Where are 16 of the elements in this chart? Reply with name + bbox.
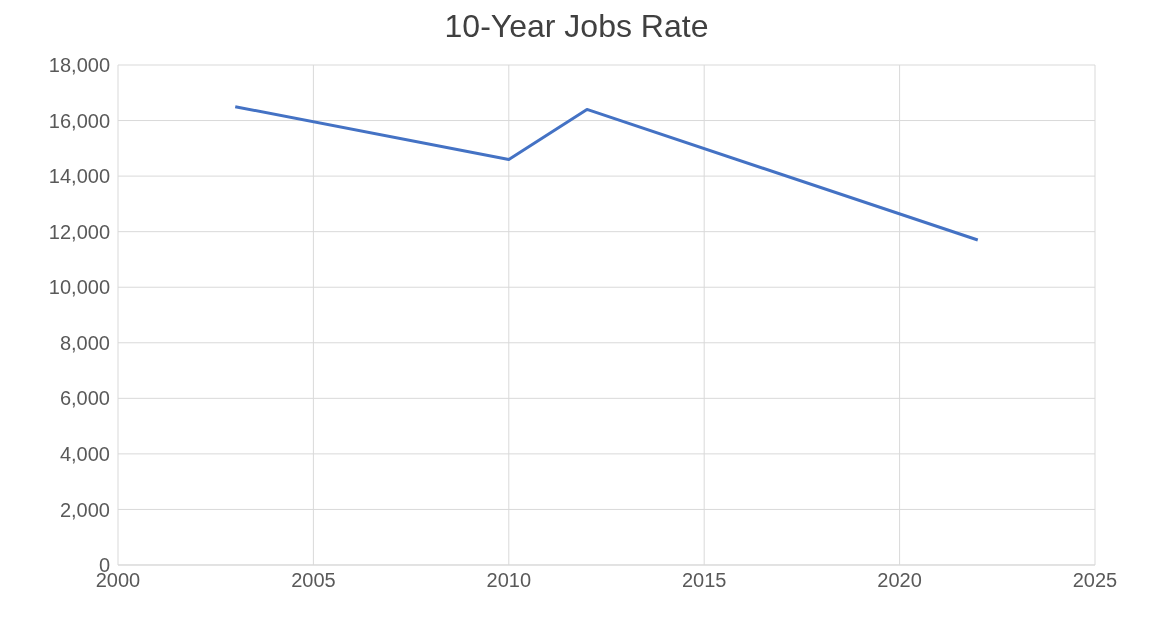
x-tick-label: 2005: [291, 569, 336, 592]
y-tick-label: 16,000: [48, 109, 110, 132]
y-tick-label: 4,000: [59, 442, 110, 465]
chart-title: 10-Year Jobs Rate: [443, 8, 710, 45]
x-tick-label: 2015: [681, 569, 727, 592]
y-tick-label: 10,000: [48, 276, 110, 299]
y-tick-label: 12,000: [48, 220, 110, 243]
y-tick-label: 6,000: [59, 387, 110, 410]
line-series: [233, 105, 980, 242]
y-tick-label: 2,000: [59, 498, 110, 521]
x-tick-label: 2010: [486, 569, 532, 592]
y-tick-label: 8,000: [59, 331, 110, 354]
y-tick-label: 14,000: [48, 165, 110, 188]
y-tick-label: 18,000: [48, 54, 110, 77]
x-tick-label: 2025: [1072, 569, 1118, 592]
x-tick-label: 2020: [877, 569, 922, 592]
